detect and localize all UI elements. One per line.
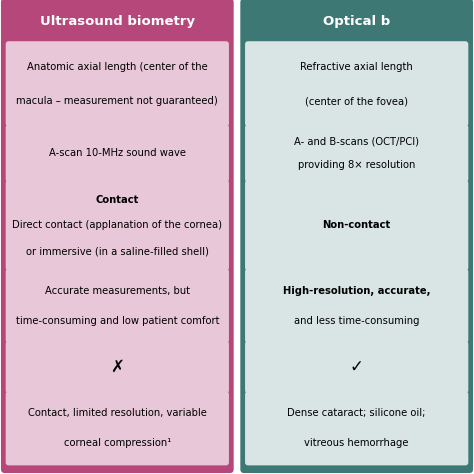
Text: A-scan 10-MHz sound wave: A-scan 10-MHz sound wave — [49, 148, 186, 158]
FancyBboxPatch shape — [245, 269, 468, 343]
FancyBboxPatch shape — [1, 0, 234, 473]
Text: ✓: ✓ — [350, 358, 364, 376]
Text: ✗: ✗ — [110, 358, 124, 376]
Text: vitreous hemorrhage: vitreous hemorrhage — [304, 438, 409, 448]
FancyBboxPatch shape — [6, 341, 229, 393]
FancyBboxPatch shape — [6, 269, 229, 343]
Text: Anatomic axial length (center of the: Anatomic axial length (center of the — [27, 62, 208, 72]
Text: or immersive (in a saline-filled shell): or immersive (in a saline-filled shell) — [26, 246, 209, 256]
Text: Refractive axial length: Refractive axial length — [301, 62, 413, 72]
Text: (center of the fovea): (center of the fovea) — [305, 96, 408, 106]
Text: Optical b: Optical b — [323, 15, 390, 28]
Text: Contact: Contact — [96, 195, 139, 205]
Text: A- and B-scans (OCT/PCI): A- and B-scans (OCT/PCI) — [294, 137, 419, 147]
FancyBboxPatch shape — [6, 180, 229, 271]
Text: Ultrasound biometry: Ultrasound biometry — [40, 15, 195, 28]
FancyBboxPatch shape — [245, 180, 468, 271]
Text: Dense cataract; silicone oil;: Dense cataract; silicone oil; — [288, 409, 426, 419]
FancyBboxPatch shape — [6, 41, 229, 126]
Text: Contact, limited resolution, variable: Contact, limited resolution, variable — [28, 409, 207, 419]
Text: Non-contact: Non-contact — [323, 220, 391, 230]
Text: High-resolution, accurate,: High-resolution, accurate, — [283, 286, 430, 296]
FancyBboxPatch shape — [245, 391, 468, 465]
Text: Accurate measurements, but: Accurate measurements, but — [45, 286, 190, 296]
FancyBboxPatch shape — [6, 124, 229, 182]
FancyBboxPatch shape — [245, 341, 468, 393]
Text: and less time-consuming: and less time-consuming — [294, 316, 419, 326]
FancyBboxPatch shape — [6, 391, 229, 465]
FancyBboxPatch shape — [245, 41, 468, 126]
Text: Direct contact (applanation of the cornea): Direct contact (applanation of the corne… — [12, 220, 222, 230]
Text: time-consuming and low patient comfort: time-consuming and low patient comfort — [16, 316, 219, 326]
FancyBboxPatch shape — [240, 0, 473, 473]
FancyBboxPatch shape — [245, 124, 468, 182]
Text: macula – measurement not guaranteed): macula – measurement not guaranteed) — [17, 96, 218, 106]
Text: corneal compression¹: corneal compression¹ — [64, 438, 171, 448]
Text: providing 8× resolution: providing 8× resolution — [298, 160, 415, 170]
